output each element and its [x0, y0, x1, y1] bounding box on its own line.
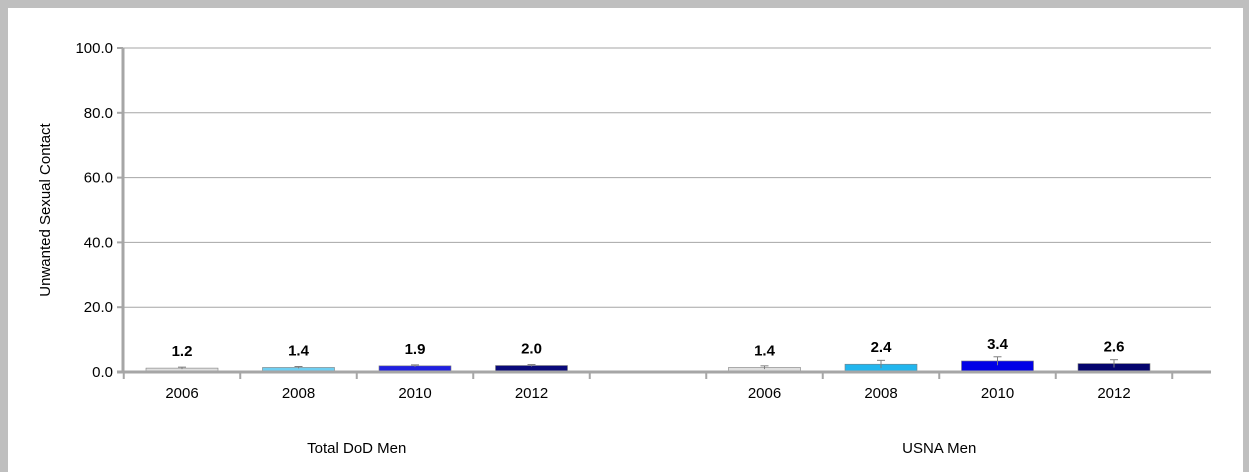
data-label: 2.6	[1104, 339, 1125, 356]
x-tick-label: 2006	[165, 385, 198, 402]
x-tick-label: 2010	[981, 385, 1014, 402]
x-tick-label: 2006	[748, 385, 781, 402]
x-tick-label: 2008	[864, 385, 897, 402]
y-tick-label: 100.0	[75, 40, 113, 57]
gridlines	[123, 47, 1211, 308]
x-tick-label: 2012	[1097, 385, 1130, 402]
y-tick-label: 80.0	[84, 105, 113, 122]
y-tick-label: 20.0	[84, 299, 113, 316]
data-label: 2.0	[521, 341, 542, 358]
data-label: 1.2	[172, 343, 193, 360]
group-label: USNA Men	[902, 440, 976, 457]
y-tick-label: 0.0	[92, 364, 113, 381]
x-tick-label: 2010	[398, 385, 431, 402]
y-tick-label: 40.0	[84, 234, 113, 251]
y-tick-labels: 0.0 20.0 40.0 60.0 80.0 100.0	[75, 40, 113, 381]
x-tick-label: 2008	[282, 385, 315, 402]
x-tick-labels: 2006 2008 2010 2012 2006 2008 2010 2012	[165, 385, 1130, 402]
group-label: Total DoD Men	[307, 440, 406, 457]
group-labels: Total DoD Men USNA Men	[307, 440, 976, 457]
data-label: 1.4	[754, 342, 776, 359]
y-tick-label: 60.0	[84, 170, 113, 187]
data-label: 2.4	[871, 339, 893, 356]
data-label: 1.9	[405, 341, 426, 358]
axes	[117, 47, 1211, 379]
data-label: 3.4	[987, 336, 1009, 353]
y-axis-label: Unwanted Sexual Contact	[37, 122, 54, 296]
data-label: 1.4	[288, 342, 310, 359]
x-tick-label: 2012	[515, 385, 548, 402]
bars: 1.2 1.4 1.9 2.0 1.4 2.4 3.4 2.6	[145, 336, 1151, 373]
